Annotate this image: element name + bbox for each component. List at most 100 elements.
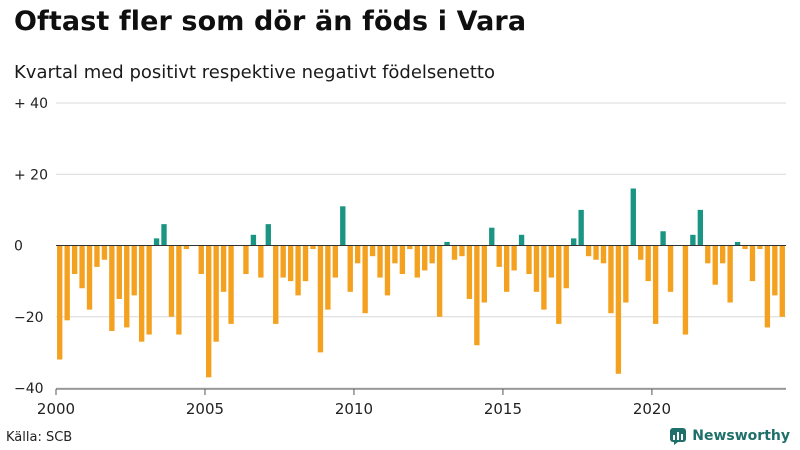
bar [347, 245, 353, 292]
bar [302, 245, 309, 282]
bar [712, 245, 718, 285]
bar [645, 245, 651, 282]
bar [399, 245, 406, 274]
bar [705, 245, 711, 264]
bar [131, 245, 137, 296]
bar [727, 245, 733, 303]
bar [630, 188, 636, 246]
brand-logo[interactable]: Newsworthy [669, 427, 790, 445]
bar [124, 245, 130, 328]
bar [176, 245, 182, 335]
bar [206, 245, 212, 378]
bar [116, 245, 122, 299]
bar [585, 245, 592, 257]
bar [749, 245, 756, 282]
bar [563, 245, 569, 289]
bar [451, 245, 458, 260]
bar [198, 245, 204, 274]
y-tick-label: −20 [14, 310, 44, 326]
bar [362, 245, 368, 314]
bar [720, 245, 726, 264]
bar [168, 245, 175, 317]
bar [444, 241, 450, 246]
bar [377, 245, 383, 278]
bar [757, 245, 763, 250]
bar [220, 245, 227, 292]
bar [146, 245, 152, 335]
x-tick-label: 2010 [335, 400, 373, 418]
bar [213, 245, 219, 342]
bar [340, 206, 346, 246]
bar [355, 245, 361, 264]
bar [623, 245, 629, 303]
axes: + 40 + 20 0 −20 −40 2000 2005 2010 2015 2020 [14, 96, 786, 418]
bar [541, 245, 547, 310]
bar [764, 245, 771, 328]
bar [436, 245, 443, 317]
bar [317, 245, 324, 353]
y-tick-label: −40 [14, 381, 44, 397]
bar [600, 245, 607, 264]
bar [660, 231, 666, 246]
y-tick-label: + 40 [14, 96, 48, 112]
bar [94, 245, 100, 267]
bar [571, 238, 577, 246]
bar [109, 245, 115, 331]
bar [384, 245, 391, 296]
bar [593, 245, 599, 260]
bar [287, 245, 294, 282]
bar [295, 245, 301, 296]
bar [742, 245, 748, 250]
chart-subtitle: Kvartal med positivt respektive negativt… [14, 62, 495, 83]
bar [138, 245, 145, 342]
bar [474, 245, 480, 346]
bar [57, 245, 63, 360]
bar [667, 245, 674, 292]
bar [310, 245, 316, 250]
bar [526, 245, 532, 274]
bar [578, 209, 584, 246]
bar [556, 245, 562, 324]
bar [496, 245, 502, 267]
x-tick-label: 2000 [37, 400, 75, 418]
source-note: Källa: SCB [6, 430, 73, 445]
bar [64, 245, 70, 321]
bar [325, 245, 331, 310]
bar [407, 245, 413, 250]
bar [273, 245, 279, 324]
newsworthy-logo-icon [670, 428, 687, 445]
x-tick-label: 2020 [633, 400, 671, 418]
bar [243, 245, 249, 274]
bar [511, 245, 517, 271]
bar [734, 241, 741, 246]
bar [161, 224, 167, 246]
bar [503, 245, 510, 292]
bar [608, 245, 614, 314]
bar [690, 234, 696, 246]
bar [779, 245, 785, 317]
bar [615, 245, 622, 374]
bar [481, 245, 487, 303]
x-tick-label: 2005 [186, 400, 224, 418]
y-tick-label: + 20 [14, 167, 48, 183]
bar [459, 245, 465, 257]
bar [489, 227, 495, 246]
bar [79, 245, 85, 289]
bar [548, 245, 555, 278]
bar [332, 245, 339, 278]
bar [228, 245, 234, 324]
bar [250, 234, 257, 246]
bar [71, 245, 78, 274]
y-tick-label: 0 [14, 239, 23, 255]
bar [533, 245, 540, 292]
bar [101, 245, 108, 260]
bar [652, 245, 659, 324]
bar [638, 245, 644, 260]
bar [414, 245, 420, 278]
brand-name: Newsworthy [692, 428, 790, 444]
bar [369, 245, 376, 257]
bar [697, 209, 704, 246]
bar [392, 245, 398, 264]
bar [280, 245, 286, 278]
